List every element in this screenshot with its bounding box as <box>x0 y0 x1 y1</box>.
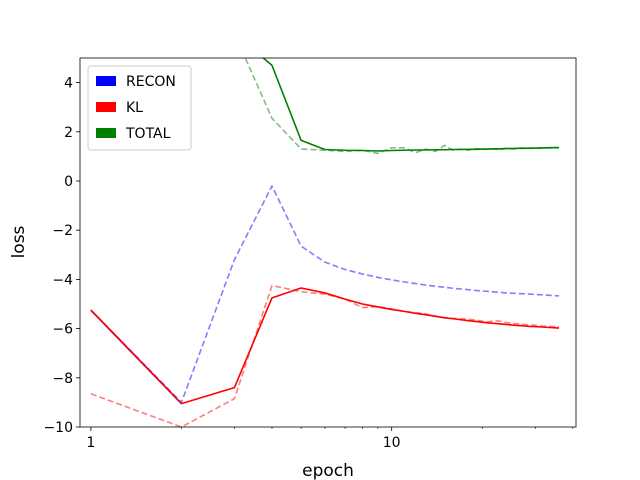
legend-swatch-kl <box>96 102 116 112</box>
y-tick-label: −8 <box>52 371 73 387</box>
legend-label-recon: RECON <box>126 74 176 90</box>
legend-swatch-total <box>96 128 116 138</box>
legend-swatch-recon <box>96 76 116 86</box>
plot-frame <box>79 57 577 428</box>
series-line-total-solid <box>262 58 560 152</box>
y-tick-label: 0 <box>64 174 73 190</box>
x-axis-title: epoch <box>302 461 354 480</box>
y-tick-label: 4 <box>64 76 73 92</box>
x-tick-label: 1 <box>86 435 95 451</box>
y-tick-label: −2 <box>52 223 73 239</box>
ticks-layer: −10 −8 −6 −4 −2 0 2 4 1 10 <box>43 76 574 451</box>
y-tick-label: 2 <box>64 125 73 141</box>
y-tick-label: −10 <box>43 420 73 436</box>
series-layer <box>90 58 560 427</box>
series-line-kl-solid <box>90 287 560 405</box>
series-line-total-dashed <box>244 58 560 155</box>
y-axis-title: loss <box>9 225 29 258</box>
x-tick-label: 10 <box>383 435 401 451</box>
y-tick-label: −4 <box>52 272 73 288</box>
legend-label-kl: KL <box>126 100 143 116</box>
legend-label-total: TOTAL <box>125 126 171 142</box>
y-tick-label: −6 <box>52 322 73 338</box>
series-line-recon-dashed <box>90 185 560 404</box>
legend: RECON KL TOTAL <box>87 65 192 151</box>
